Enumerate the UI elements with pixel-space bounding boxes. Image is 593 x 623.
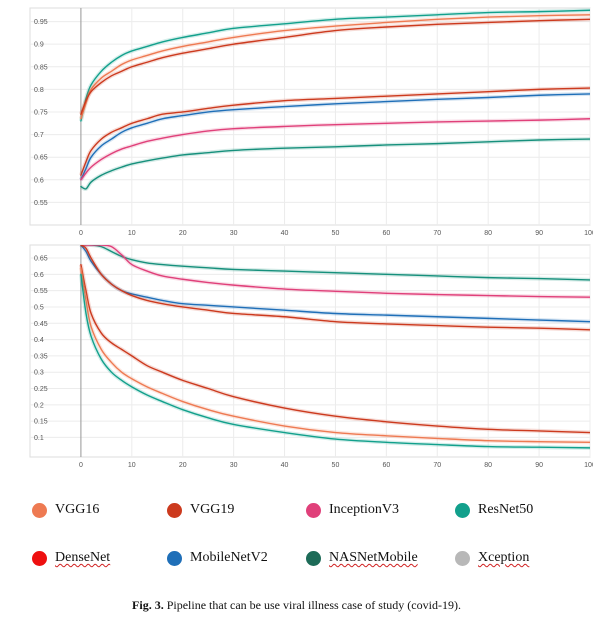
x-tick-label: 30 [230, 230, 238, 237]
x-tick-label: 50 [332, 230, 340, 237]
y-tick-label: 0.85 [34, 64, 48, 71]
y-tick-label: 0.75 [34, 109, 48, 116]
y-tick-label: 0.9 [34, 42, 44, 49]
y-tick-label: 0.55 [34, 288, 48, 295]
x-tick-label: 60 [382, 230, 390, 237]
loss-chart: 0 10 20 30 40 50 60 70 80 90 100 0.1 0.15 0.2 0.25 0.3 0… [29, 244, 593, 469]
series-group [78, 245, 590, 450]
x-tick-label: 100 [584, 462, 593, 469]
x-tick-label: 90 [535, 230, 543, 237]
y-tick-label: 0.7 [34, 132, 44, 139]
series-line [80, 87, 590, 176]
x-tick-label: 10 [128, 462, 136, 469]
series-line [80, 267, 590, 444]
y-tick-label: 0.3 [34, 370, 44, 377]
series-line [80, 273, 590, 449]
x-tick-label: 60 [382, 462, 390, 469]
x-tick-label: 80 [484, 462, 492, 469]
plot-area [29, 7, 591, 226]
y-tick-label: 0.25 [34, 386, 48, 393]
series-line [80, 245, 590, 281]
caption-text: Pipeline that can be use viral illness c… [163, 598, 461, 612]
y-tick-label: 0.65 [34, 155, 48, 162]
x-tick-label: 80 [484, 230, 492, 237]
x-tick-label: 20 [179, 230, 187, 237]
series-line [80, 14, 590, 120]
y-tick-label: 0.2 [34, 402, 44, 409]
y-tick-label: 0.15 [34, 419, 48, 426]
figure-caption: Fig. 3. Pipeline that can be use viral i… [0, 598, 593, 613]
y-tick-label: 0.8 [34, 87, 44, 94]
series-line [80, 138, 590, 190]
y-tick-label: 0.4 [34, 337, 44, 344]
series-group [78, 8, 590, 191]
x-tick-label: 40 [281, 462, 289, 469]
x-tick-label: 20 [179, 462, 187, 469]
series-line [80, 245, 590, 331]
x-tick-label: 0 [79, 230, 83, 237]
y-tick-label: 0.6 [34, 177, 44, 184]
x-tick-label: 10 [128, 230, 136, 237]
accuracy-chart: 0 10 20 30 40 50 60 70 80 90 100 0.55 0.6 0.65 0.7 0.75… [29, 7, 593, 237]
series-line [80, 18, 590, 115]
y-tick-label: 0.45 [34, 321, 48, 328]
series-line [80, 9, 590, 122]
y-tick-label: 0.55 [34, 200, 48, 207]
x-tick-label: 40 [281, 230, 289, 237]
x-tick-label: 90 [535, 462, 543, 469]
x-tick-label: 70 [433, 462, 441, 469]
y-tick-label: 0.1 [34, 435, 44, 442]
x-tick-label: 30 [230, 462, 238, 469]
series-line [80, 93, 590, 181]
y-tick-label: 0.65 [34, 256, 48, 263]
x-tick-label: 100 [584, 230, 593, 237]
y-tick-label: 0.95 [34, 19, 48, 26]
y-tick-label: 0.5 [34, 304, 44, 311]
series-line [80, 118, 590, 181]
y-tick-label: 0.35 [34, 353, 48, 360]
x-tick-label: 50 [332, 462, 340, 469]
caption-label: Fig. 3. [132, 598, 164, 612]
x-tick-label: 70 [433, 230, 441, 237]
x-tick-label: 0 [79, 462, 83, 469]
series-line [80, 263, 590, 434]
series-line [80, 245, 590, 298]
y-tick-label: 0.6 [34, 272, 44, 279]
